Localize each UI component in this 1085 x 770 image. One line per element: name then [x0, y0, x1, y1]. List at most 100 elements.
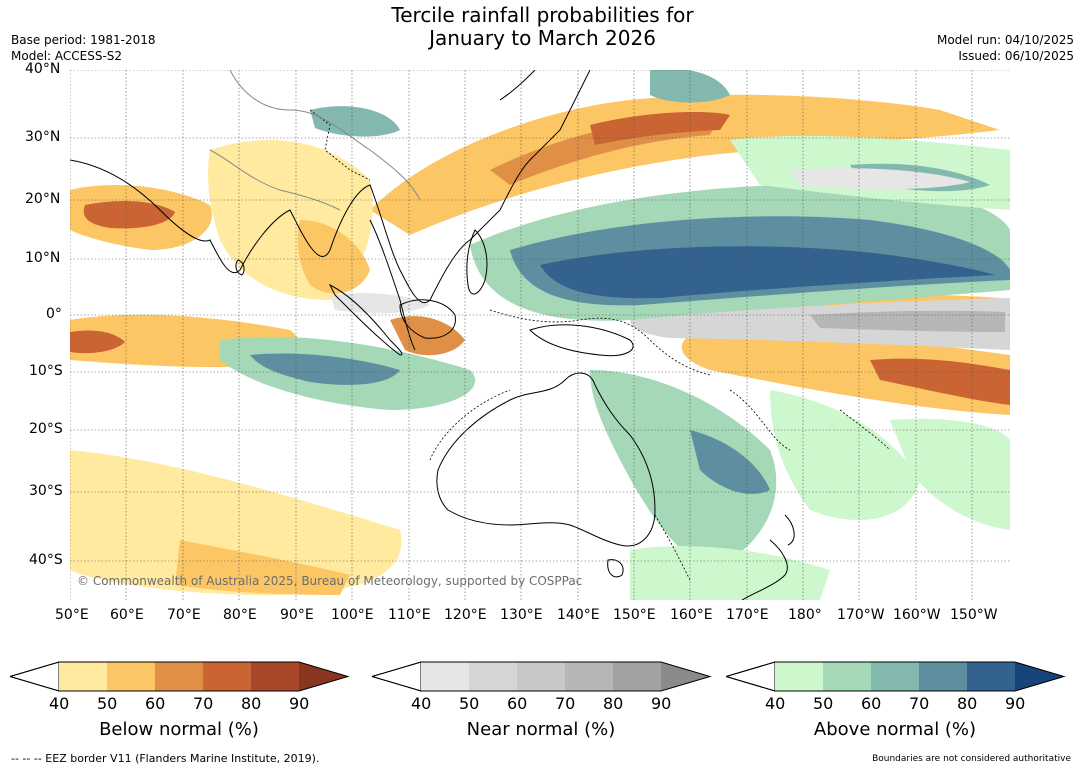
lon-label-60e: 60°E	[110, 607, 144, 623]
colorbar-above-normal-seg-4	[919, 662, 967, 691]
boundaries-disclaimer: Boundaries are not considered authoritat…	[872, 754, 1071, 764]
eez-border-australia	[429, 389, 691, 581]
lon-label-150w: 150°W	[950, 607, 998, 623]
colorbar-above-normal-low-arrow	[726, 661, 776, 692]
below-normal-legend-title: Below normal (%)	[99, 719, 259, 740]
near-normal-indian	[330, 293, 430, 314]
lon-label-160w: 160°W	[893, 607, 941, 623]
map-title: Tercile rainfall probabilities for Janua…	[0, 4, 1085, 50]
below-normal-south-west	[175, 540, 350, 595]
indochina-coastline	[369, 219, 416, 351]
above-normal-legend-title: Above normal (%)	[813, 719, 977, 740]
lon-label-170w: 170°W	[837, 607, 885, 623]
lon-label-160e: 160°E	[670, 607, 713, 623]
title-line-2: January to March 2026	[429, 26, 656, 50]
eez-border-pacific	[489, 309, 711, 376]
borneo-outline	[399, 299, 456, 339]
above-tick-70: 70	[909, 694, 930, 713]
colorbar-near-normal-high-arrow	[661, 662, 710, 691]
below-normal-equatorial-indian-core	[70, 330, 125, 354]
asia-coastline	[70, 70, 591, 303]
japan-outline	[499, 70, 536, 101]
tasmania-outline	[607, 559, 624, 578]
above-normal-coral-sea	[770, 390, 920, 520]
colorbar-above-normal-seg-2	[823, 662, 871, 691]
australia-outline	[436, 372, 656, 547]
colorbar-above-normal-high-arrow	[1015, 662, 1064, 691]
lon-label-70e: 70°E	[167, 607, 201, 623]
colorbar-near-normal-seg-2	[469, 662, 517, 691]
above-normal-indian-ocean-core	[250, 353, 400, 385]
below-tick-40: 40	[49, 694, 70, 713]
colorbar-above-normal-seg-1	[775, 662, 823, 691]
above-tick-40: 40	[765, 694, 786, 713]
below-normal-north-pacific	[370, 94, 1000, 235]
below-normal-south-pacific	[681, 331, 1010, 415]
lat-label-30n: 30°N	[25, 129, 61, 145]
above-normal-australia-east	[590, 370, 777, 570]
below-normal-south-indian	[70, 450, 402, 595]
lon-label-90e: 90°E	[280, 607, 314, 623]
near-normal-north-pacific	[790, 168, 970, 190]
country-borders	[209, 70, 421, 211]
graticule	[70, 70, 1010, 600]
rainfall-probability-map	[70, 70, 1010, 600]
colorbar-above-normal	[726, 661, 1066, 692]
land-outlines	[70, 70, 795, 600]
below-tick-50: 50	[97, 694, 118, 713]
near-tick-50: 50	[459, 694, 480, 713]
title-line-1: Tercile rainfall probabilities for	[391, 3, 694, 27]
near-tick-90: 90	[651, 694, 672, 713]
lon-label-110e: 110°E	[388, 607, 431, 623]
china-border	[229, 70, 421, 201]
colorbar-above-normal-seg-5	[967, 662, 1015, 691]
lat-label-30s: 30°S	[29, 483, 63, 499]
colorbar-below-normal	[10, 661, 350, 692]
below-normal-bay	[297, 220, 370, 294]
india-border	[209, 149, 341, 211]
below-normal-south-pacific-core	[870, 358, 1010, 405]
near-tick-80: 80	[603, 694, 624, 713]
below-tick-80: 80	[241, 694, 262, 713]
colorbar-near-normal-seg-5	[613, 662, 661, 691]
lat-label-10s: 10°S	[29, 363, 63, 379]
eez-border-southwest-pacific	[729, 389, 891, 451]
copyright-notice: © Commonwealth of Australia 2025, Bureau…	[77, 574, 583, 588]
below-tick-90: 90	[289, 694, 310, 713]
near-normal-legend-title: Near normal (%)	[466, 719, 616, 740]
sumatra-outline	[328, 283, 403, 356]
lon-label-150e: 150°E	[613, 607, 656, 623]
eez-borders	[309, 109, 891, 581]
eez-border-asia	[309, 109, 371, 181]
issued-date: Issued: 06/10/2025	[958, 49, 1074, 63]
near-tick-60: 60	[507, 694, 528, 713]
colorbar-below-normal-seg-3	[155, 662, 203, 691]
lon-label-50e: 50°E	[55, 607, 89, 623]
colorbar-near-normal-low-arrow	[372, 661, 422, 692]
colorbar-near-normal-frame	[372, 661, 712, 692]
above-tick-90: 90	[1005, 694, 1026, 713]
colorbar-below-normal-seg-4	[203, 662, 251, 691]
lon-label-180: 180°	[788, 607, 822, 623]
sri-lanka-outline	[235, 259, 245, 276]
above-tick-60: 60	[861, 694, 882, 713]
colorbar-near-normal-seg-1	[421, 662, 469, 691]
model-name: Model: ACCESS-S2	[11, 49, 123, 63]
above-normal-japan	[650, 70, 730, 103]
eez-border-note: -- -- -- EEZ border V11 (Flanders Marine…	[11, 752, 320, 765]
lon-label-120e: 120°E	[444, 607, 487, 623]
colorbar-below-normal-seg-1	[59, 662, 107, 691]
above-normal-australia-core	[690, 430, 770, 494]
above-normal-tibet	[310, 106, 400, 137]
lon-label-100e: 100°E	[331, 607, 374, 623]
below-tick-60: 60	[145, 694, 166, 713]
meta-left: Base period: 1981-2018 Model: ACCESS-S2	[11, 32, 156, 64]
colorbar-near-normal-seg-3	[517, 662, 565, 691]
lat-label-40n: 40°N	[25, 61, 61, 77]
above-tick-80: 80	[957, 694, 978, 713]
above-normal-south-pacific	[890, 418, 1010, 530]
lon-label-140e: 140°E	[557, 607, 600, 623]
philippines-outline	[466, 229, 488, 295]
lat-label-40s: 40°S	[29, 552, 63, 568]
lon-label-80e: 80°E	[223, 607, 257, 623]
